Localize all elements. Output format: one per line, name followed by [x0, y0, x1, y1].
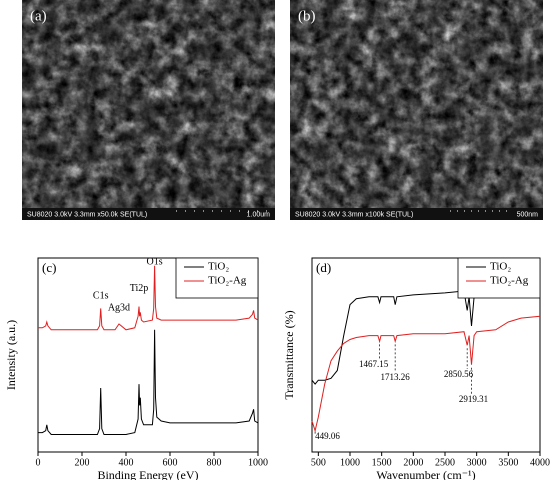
- legend-box: [457, 257, 541, 299]
- x-axis-label: Wavenumber (cm⁻¹): [376, 468, 475, 480]
- x-tick-label: 2000: [403, 457, 423, 468]
- panel-label: (d): [316, 260, 331, 275]
- x-tick-label: 400: [119, 457, 134, 468]
- x-tick-label: 800: [207, 457, 222, 468]
- plot-frame: [37, 257, 259, 453]
- peak-label: Ti2p: [130, 283, 149, 294]
- peak-label: Ag3d: [108, 302, 130, 313]
- y-axis-label: Intensity (a.u.): [4, 320, 18, 390]
- x-tick-label: 2500: [435, 457, 455, 468]
- panel-label: (c): [42, 260, 56, 275]
- x-tick-label: 3500: [498, 457, 518, 468]
- y-axis-label: Transmittance (%): [282, 310, 296, 399]
- x-tick-label: 1500: [372, 457, 392, 468]
- sem-caption: SU8020 3.0kV 3.3mm x100k SE(TUL): [295, 211, 413, 218]
- panel-label: (b): [298, 8, 316, 24]
- series-line: [311, 284, 540, 385]
- series-line: [38, 265, 259, 331]
- legend-label: TiO₂-Ag: [490, 275, 529, 287]
- legend-label: TiO₂-Ag: [208, 275, 247, 287]
- peak-label: 1467.15: [359, 359, 389, 369]
- plot-frame: [311, 257, 541, 453]
- sem-panel-b: SU8020 3.0kV 3.3mm x100k SE(TUL) 500nm (…: [290, 0, 543, 220]
- sem-scale: 1.00um: [247, 211, 271, 218]
- legend-label: TiO₂: [490, 261, 511, 273]
- x-tick-label: 200: [75, 457, 90, 468]
- series-line: [38, 329, 259, 435]
- x-axis-label: Binding Energy (eV): [97, 468, 198, 480]
- x-tick-label: 600: [163, 457, 178, 468]
- peak-label: 449.06: [315, 431, 340, 441]
- x-tick-label: 1000: [248, 457, 268, 468]
- series-line: [311, 315, 541, 433]
- x-tick-label: 500: [311, 457, 326, 468]
- sem-scale: 500nm: [517, 211, 539, 218]
- legend-label: TiO₂: [208, 261, 229, 273]
- x-tick-label: 1000: [340, 457, 360, 468]
- x-tick-label: 3000: [467, 457, 487, 468]
- peak-label: 2919.31: [459, 394, 488, 404]
- info-bar: [290, 208, 543, 220]
- peak-label: C1s: [93, 291, 109, 302]
- legend-box: [175, 257, 259, 299]
- peak-label: 1713.26: [381, 372, 411, 382]
- sem-shadow: [22, 0, 275, 208]
- sem-shadow: [290, 0, 543, 208]
- panel-label: (a): [30, 8, 47, 24]
- peak-label: O1s: [147, 256, 163, 267]
- sem-panel-a: SU8020 3.0kV 3.3mm x50.0k SE(TUL) 1.00um…: [22, 0, 275, 220]
- sem-caption: SU8020 3.0kV 3.3mm x50.0k SE(TUL): [27, 211, 147, 218]
- info-bar: [22, 208, 275, 220]
- x-tick-label: 0: [36, 457, 41, 468]
- x-tick-label: 4000: [530, 457, 550, 468]
- peak-label: 2850.56: [444, 369, 474, 379]
